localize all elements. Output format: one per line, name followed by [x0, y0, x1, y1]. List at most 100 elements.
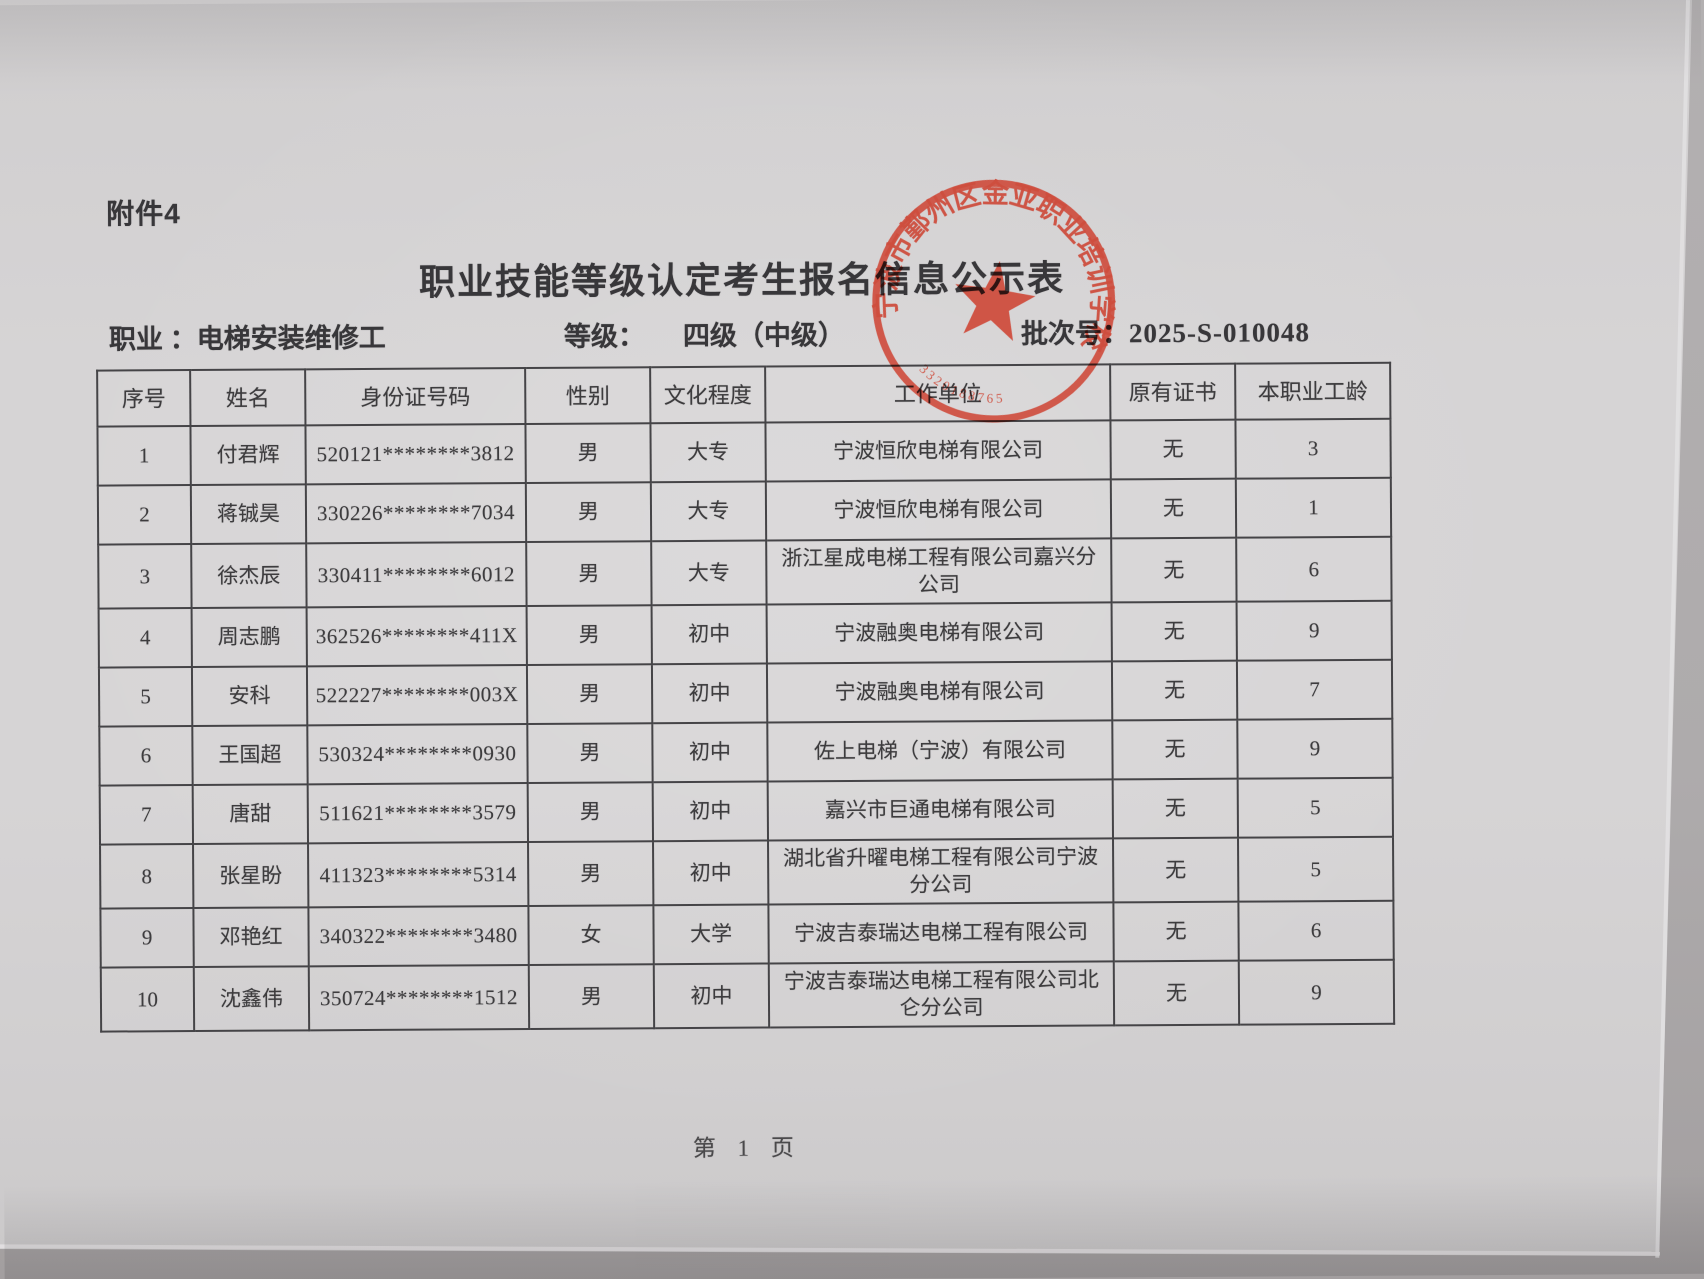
- table-cell: 男: [527, 723, 653, 783]
- table-cell: 10: [100, 967, 195, 1032]
- table-cell: 无: [1113, 837, 1239, 903]
- table-cell: 8: [100, 844, 194, 909]
- table-cell: 张星盼: [193, 843, 309, 909]
- table-cell: 无: [1112, 719, 1238, 780]
- table-cell: 初中: [653, 840, 769, 906]
- table-cell: 男: [526, 541, 652, 606]
- table-header-cell: 性别: [525, 367, 651, 424]
- table-cell: 330411********6012: [306, 541, 527, 608]
- table-cell: 6: [99, 726, 193, 786]
- table-cell: 徐杰辰: [191, 543, 307, 609]
- table-cell: 3: [98, 544, 192, 609]
- table-cell: 周志鹏: [191, 607, 307, 668]
- table-cell: 1: [97, 426, 191, 486]
- table-cell: 初中: [652, 781, 769, 842]
- table-cell: 362526********411X: [306, 605, 527, 667]
- table-cell: 嘉兴市巨通电梯有限公司: [767, 779, 1114, 841]
- page-number: 第 1 页: [692, 1135, 802, 1161]
- table-cell: 男: [527, 782, 654, 842]
- table-cell: 9: [100, 908, 194, 968]
- level-label: 等级：: [563, 321, 646, 352]
- table-cell: 411323********5314: [308, 841, 529, 908]
- occupation-field: 职业 ：电梯安装维修工: [109, 316, 386, 357]
- table-row: 4 周志鹏 362526********411X 男初中 宁波融奥电梯有限公司无 9: [98, 600, 1392, 668]
- table-cell: 5: [1237, 836, 1394, 902]
- table-cell: 4: [98, 608, 192, 668]
- table-cell: 7: [1236, 659, 1393, 720]
- occupation-label: 职业 ：: [108, 324, 197, 355]
- candidate-table: 序号 姓名 身份证号码 性别 文化程度 工作单位 原有证书 本职业工龄 1 付君辉 520121*…: [96, 362, 1395, 1033]
- table-cell: 7: [99, 785, 194, 845]
- table-cell: 邓艳红: [193, 907, 309, 968]
- table-body: 1 付君辉 520121********3812 男大专 宁波恒欣电梯有限公司无 3 2 蒋铖…: [97, 418, 1395, 1032]
- photo-shadow-bottom: [4, 1174, 1704, 1279]
- page-title: 职业技能等级认定考生报名信息公示表: [418, 258, 1066, 303]
- table-cell: 无: [1113, 901, 1239, 962]
- table-cell: 530324********0930: [307, 723, 528, 785]
- meta-row: 职业 ：电梯安装维修工 等级： 四级（中级） 批次号：2025-S-010048: [0, 308, 1703, 358]
- table-cell: 蒋铖昊: [190, 484, 307, 545]
- table-cell: 520121********3812: [305, 423, 526, 485]
- table-header-cell: 工作单位: [765, 364, 1111, 423]
- table-cell: 9: [1236, 600, 1392, 661]
- table-cell: 350724********1512: [308, 964, 530, 1031]
- table-cell: 2: [97, 485, 192, 545]
- table-cell: 浙江星成电梯工程有限公司嘉兴分公司: [766, 538, 1112, 605]
- table-cell: 男: [525, 482, 652, 542]
- table-row: 7 唐甜 511621********3579 男初中 嘉兴市巨通电梯有限公司无 5: [99, 777, 1393, 845]
- table-cell: 宁波吉泰瑞达电梯工程有限公司北仑分公司: [768, 961, 1115, 1028]
- table-cell: 宁波吉泰瑞达电梯工程有限公司: [768, 902, 1114, 964]
- table-cell: 522227********003X: [306, 664, 528, 726]
- table-cell: 宁波融奥电梯有限公司: [766, 661, 1113, 723]
- table-row: 6 王国超 530324********0930 男初中 佐上电梯（宁波）有限公司无 9: [99, 718, 1393, 786]
- table-cell: 无: [1110, 478, 1237, 539]
- table-row: 5 安科 522227********003X 男初中 宁波融奥电梯有限公司无 7: [98, 659, 1393, 727]
- table-cell: 6: [1236, 536, 1392, 602]
- table-cell: 男: [526, 664, 653, 724]
- table-row: 1 付君辉 520121********3812 男大专 宁波恒欣电梯有限公司无 3: [97, 418, 1391, 486]
- table-cell: 340322********3480: [308, 905, 529, 967]
- table-row: 10 沈鑫伟 350724********1512 男初中 宁波吉泰瑞达电梯工程有限公司…: [100, 959, 1395, 1032]
- attachment-label: 附件4: [106, 198, 181, 230]
- table-header-cell: 身份证号码: [305, 367, 526, 426]
- table-header-cell: 原有证书: [1110, 363, 1236, 421]
- batch-label: 批次号：: [1020, 318, 1130, 349]
- table-cell: 初中: [653, 963, 770, 1029]
- table-cell: 330226********7034: [305, 482, 527, 544]
- table-cell: 511621********3579: [307, 782, 529, 844]
- table-cell: 王国超: [192, 725, 308, 786]
- level-field: 等级： 四级（中级）: [564, 313, 845, 354]
- table-cell: 初中: [652, 722, 768, 783]
- table-cell: 9: [1237, 718, 1393, 779]
- table-cell: 男: [526, 605, 652, 665]
- table-row: 3 徐杰辰 330411********6012 男大专 浙江星成电梯工程有限公司嘉兴分…: [98, 536, 1392, 609]
- table-cell: 无: [1110, 419, 1236, 480]
- table-cell: 1: [1235, 477, 1392, 538]
- table-cell: 沈鑫伟: [193, 966, 310, 1032]
- table-cell: 初中: [651, 604, 767, 665]
- table-cell: 男: [528, 964, 655, 1029]
- table-cell: 男: [525, 423, 651, 483]
- table-cell: 大专: [650, 481, 767, 542]
- table-header-cell: 本职业工龄: [1235, 362, 1391, 420]
- batch-field: 批次号：2025-S-010048: [1021, 310, 1310, 351]
- table-row: 2 蒋铖昊 330226********7034 男大专 宁波恒欣电梯有限公司无 1: [97, 477, 1392, 545]
- table-cell: 6: [1238, 900, 1394, 961]
- table-cell: 无: [1111, 537, 1237, 603]
- photo-shadow-top: [0, 0, 1702, 96]
- table-cell: 唐甜: [192, 784, 309, 845]
- table-cell: 女: [528, 905, 654, 965]
- level-value: 四级（中级）: [682, 320, 846, 352]
- table-cell: 大专: [651, 540, 767, 606]
- table-header-row: 序号 姓名 身份证号码 性别 文化程度 工作单位 原有证书 本职业工龄: [97, 362, 1391, 427]
- table-header-cell: 文化程度: [650, 366, 766, 424]
- table-cell: 初中: [651, 663, 768, 724]
- table-cell: 9: [1238, 959, 1395, 1025]
- table-cell: 男: [528, 841, 654, 906]
- table-cell: 宁波融奥电梯有限公司: [766, 602, 1112, 664]
- table-cell: 付君辉: [190, 425, 306, 486]
- table-cell: 无: [1112, 778, 1238, 839]
